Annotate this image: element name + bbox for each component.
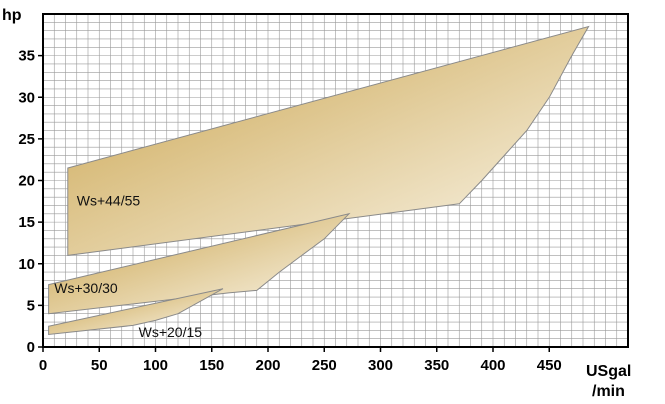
axes: 0 50 100 150 200 250 300 350 400 450 0 5 10 15 20 25 30 3… bbox=[18, 13, 629, 374]
y-tick-label: 25 bbox=[18, 131, 35, 148]
series-label: Ws+30/30 bbox=[54, 280, 118, 296]
y-tick-label: 35 bbox=[18, 48, 35, 65]
y-tick-label: 20 bbox=[18, 173, 35, 190]
y-tick-label: 0 bbox=[27, 339, 35, 356]
x-tick-label: 350 bbox=[424, 357, 449, 374]
series-label: Ws+44/55 bbox=[77, 192, 141, 208]
x-tick-label: 250 bbox=[312, 357, 337, 374]
x-tick-label: 450 bbox=[537, 357, 562, 374]
series-label: Ws+20/15 bbox=[139, 324, 203, 340]
labels: Ws+44/55 Ws+30/30 Ws+20/15 bbox=[54, 192, 202, 340]
y-tick-label: 10 bbox=[18, 256, 35, 273]
y-tick-label: 5 bbox=[27, 297, 35, 314]
y-tick-label: 15 bbox=[18, 214, 35, 231]
x-tick-label: 0 bbox=[39, 357, 47, 374]
y-axis-label: hp bbox=[2, 7, 22, 24]
y-tick-label: 30 bbox=[18, 89, 35, 106]
area-region bbox=[48, 288, 224, 336]
x-tick-label: 300 bbox=[368, 357, 393, 374]
x-axis-label: USgal bbox=[586, 363, 631, 380]
x-tick-label: 400 bbox=[480, 357, 505, 374]
x-axis-label-unit: /min bbox=[592, 383, 625, 400]
area-region bbox=[67, 25, 590, 256]
x-tick-label: 200 bbox=[255, 357, 280, 374]
x-tick-label: 100 bbox=[143, 357, 168, 374]
x-tick-label: 150 bbox=[199, 357, 224, 374]
area-region bbox=[48, 212, 351, 315]
x-tick-label: 50 bbox=[91, 357, 108, 374]
area-regions bbox=[48, 25, 590, 336]
